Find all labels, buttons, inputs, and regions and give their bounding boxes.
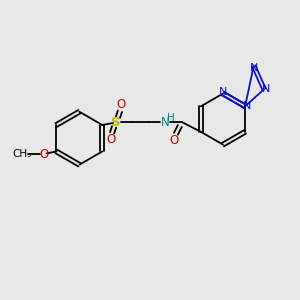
Text: N: N — [262, 84, 270, 94]
Text: N: N — [250, 63, 258, 73]
Text: S: S — [111, 116, 121, 128]
Text: O: O — [169, 134, 178, 147]
Text: O: O — [116, 98, 126, 111]
Text: O: O — [106, 133, 116, 146]
Text: N: N — [161, 116, 170, 128]
Text: N: N — [219, 87, 227, 97]
Text: N: N — [243, 101, 251, 111]
Text: H: H — [167, 113, 175, 123]
Text: CH₃: CH₃ — [12, 149, 32, 159]
Text: O: O — [39, 148, 48, 161]
